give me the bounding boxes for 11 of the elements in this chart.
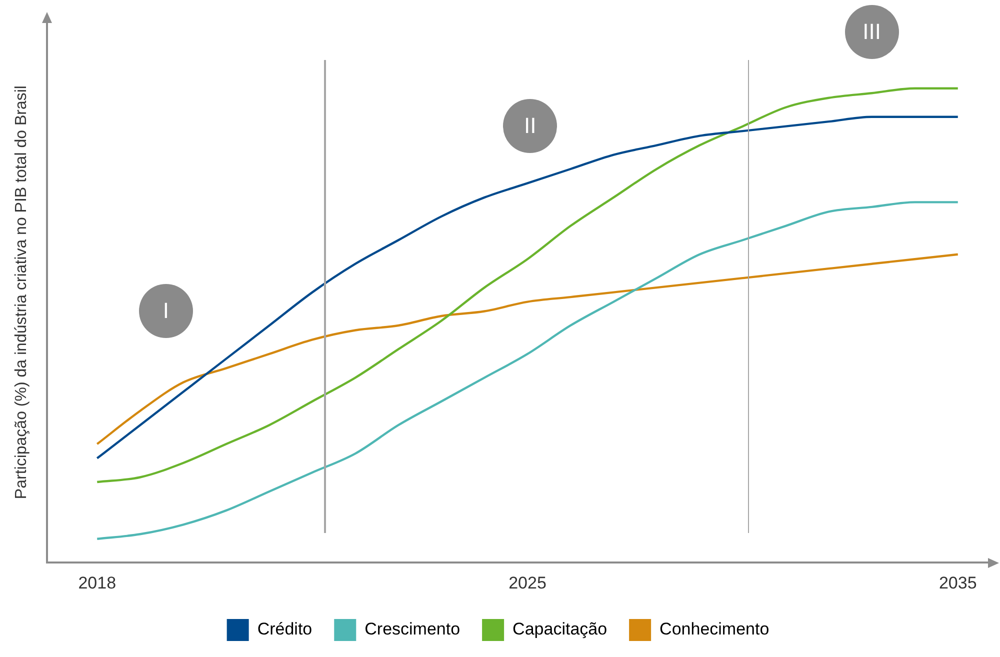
x-tick-label: 2025 <box>508 573 546 592</box>
legend-label: Conhecimento <box>660 620 770 639</box>
y-axis-title: Participação (%) da indústria criativa no PIB total do Brasil <box>13 86 30 500</box>
legend-label: Crescimento <box>364 620 460 639</box>
legend-label: Capacitação <box>512 620 608 639</box>
numeral-badge: I <box>138 284 193 338</box>
numeral-badge: II <box>503 99 558 154</box>
x-tick-label: 2035 <box>938 573 977 592</box>
x-tick-label: 2018 <box>78 573 116 592</box>
numeral-badge: III <box>844 4 899 59</box>
legend-label: Crédito <box>257 620 312 639</box>
